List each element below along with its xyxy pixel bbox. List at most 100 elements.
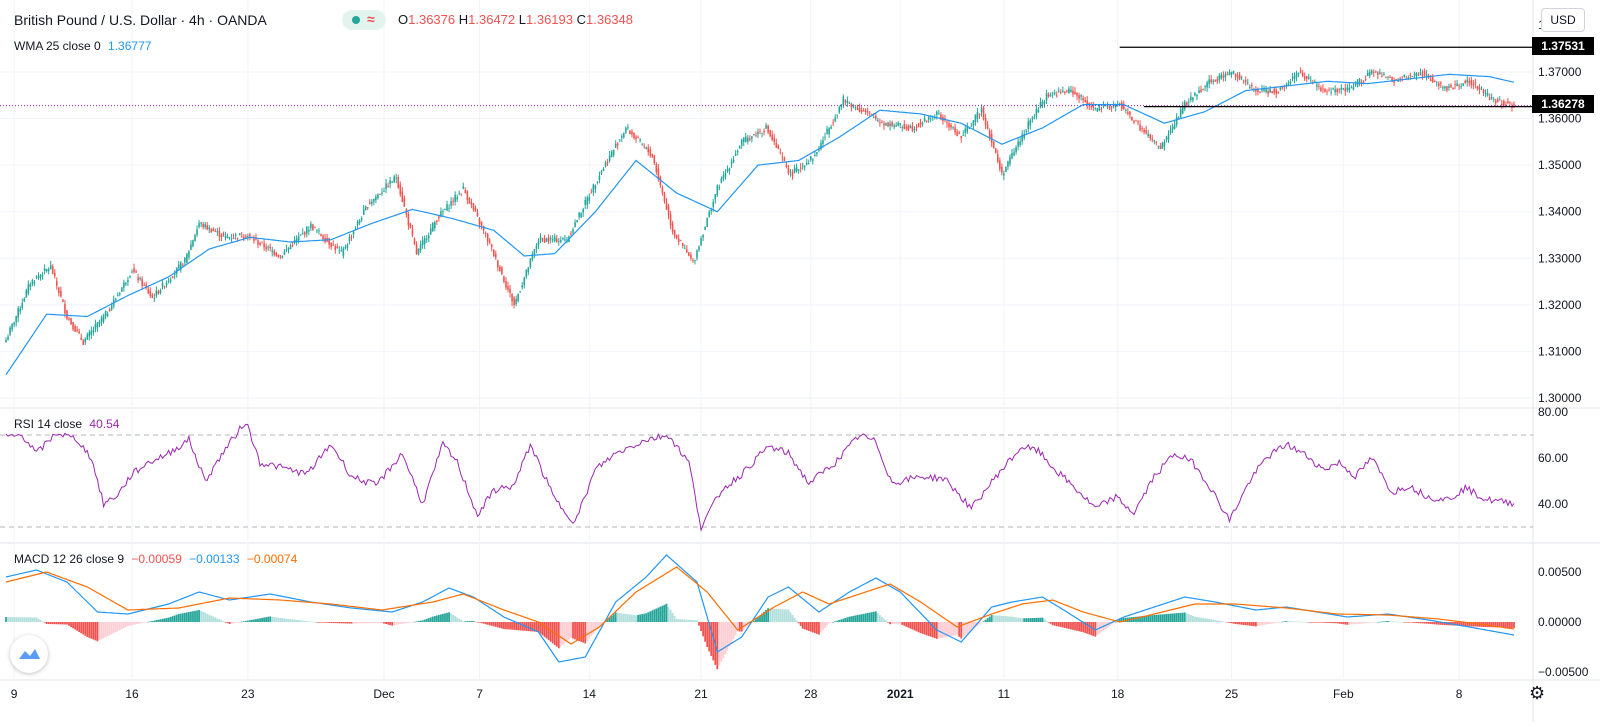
- candle-body[interactable]: [127, 279, 129, 283]
- macd-histogram-bar[interactable]: [1139, 616, 1141, 622]
- macd-histogram-bar[interactable]: [401, 622, 404, 624]
- macd-histogram-bar[interactable]: [446, 612, 448, 622]
- candle-body[interactable]: [1216, 79, 1219, 82]
- candle-body[interactable]: [901, 126, 904, 128]
- macd-histogram-bar[interactable]: [1271, 622, 1274, 624]
- macd-histogram-bar[interactable]: [832, 622, 835, 623]
- candle-body[interactable]: [431, 223, 434, 232]
- macd-histogram-bar[interactable]: [57, 622, 60, 625]
- macd-histogram-bar[interactable]: [824, 622, 826, 628]
- macd-histogram-bar[interactable]: [787, 609, 790, 623]
- candle-body[interactable]: [377, 194, 379, 198]
- candle-body[interactable]: [499, 266, 501, 271]
- candle-body[interactable]: [686, 249, 688, 253]
- candle-body[interactable]: [1411, 76, 1414, 78]
- macd-histogram-bar[interactable]: [1045, 620, 1048, 622]
- candle-body[interactable]: [214, 231, 217, 232]
- macd-histogram-bar[interactable]: [283, 618, 286, 622]
- macd-histogram-bar[interactable]: [66, 622, 68, 625]
- macd-histogram-bar[interactable]: [616, 612, 619, 622]
- candle-body[interactable]: [167, 281, 170, 282]
- candle-body[interactable]: [547, 237, 550, 242]
- candle-body[interactable]: [747, 137, 749, 142]
- macd-histogram-bar[interactable]: [893, 622, 896, 625]
- macd-histogram-bar[interactable]: [11, 617, 13, 622]
- macd-histogram-bar[interactable]: [88, 622, 91, 638]
- candle-body[interactable]: [1019, 141, 1021, 145]
- candle-body[interactable]: [893, 125, 895, 127]
- candle-body[interactable]: [68, 318, 70, 320]
- macd-histogram-bar[interactable]: [797, 622, 800, 624]
- candle-body[interactable]: [712, 201, 715, 208]
- candle-body[interactable]: [444, 208, 446, 211]
- candle-body[interactable]: [742, 137, 745, 142]
- macd-histogram-bar[interactable]: [645, 613, 648, 622]
- macd-histogram-bar[interactable]: [809, 622, 812, 632]
- candle-body[interactable]: [1039, 102, 1042, 108]
- macd-histogram-bar[interactable]: [366, 622, 369, 624]
- candle-body[interactable]: [623, 132, 625, 138]
- macd-histogram-bar[interactable]: [887, 622, 889, 623]
- macd-histogram-bar[interactable]: [435, 615, 438, 622]
- macd-histogram-bar[interactable]: [783, 609, 786, 622]
- macd-histogram-bar[interactable]: [1151, 615, 1154, 622]
- candle-body[interactable]: [1338, 88, 1341, 90]
- macd-histogram-bar[interactable]: [1397, 621, 1400, 623]
- candle-body[interactable]: [1435, 82, 1438, 84]
- macd-histogram-bar[interactable]: [84, 622, 87, 636]
- candle-body[interactable]: [1267, 91, 1269, 94]
- macd-histogram-bar[interactable]: [147, 621, 150, 623]
- candle-body[interactable]: [1149, 134, 1152, 139]
- candle-body[interactable]: [121, 287, 123, 292]
- macd-histogram-bar[interactable]: [1295, 621, 1298, 623]
- candle-body[interactable]: [1462, 83, 1464, 86]
- macd-histogram-bar[interactable]: [1401, 621, 1404, 623]
- macd-histogram-bar[interactable]: [891, 622, 894, 625]
- macd-histogram-bar[interactable]: [773, 609, 776, 622]
- candle-body[interactable]: [1454, 84, 1456, 86]
- candle-body[interactable]: [269, 246, 272, 249]
- macd-histogram-bar[interactable]: [712, 622, 715, 661]
- candle-body[interactable]: [137, 277, 139, 281]
- candle-body[interactable]: [710, 209, 713, 212]
- rsi-legend[interactable]: RSI 14 close 40.54: [14, 417, 119, 431]
- macd-histogram-bar[interactable]: [198, 610, 200, 622]
- macd-histogram-bar[interactable]: [1427, 622, 1430, 624]
- candle-body[interactable]: [1102, 104, 1105, 107]
- candle-body[interactable]: [616, 143, 619, 146]
- macd-histogram-bar[interactable]: [533, 622, 536, 632]
- candle-body[interactable]: [820, 142, 822, 150]
- candle-body[interactable]: [690, 254, 692, 259]
- macd-histogram-bar[interactable]: [1145, 615, 1148, 622]
- macd-histogram-bar[interactable]: [608, 617, 611, 622]
- macd-histogram-bar[interactable]: [1429, 622, 1432, 624]
- candle-body[interactable]: [391, 181, 393, 183]
- candle-body[interactable]: [929, 118, 932, 120]
- macd-histogram-bar[interactable]: [35, 617, 38, 623]
- macd-histogram-bar[interactable]: [139, 622, 142, 624]
- candle-body[interactable]: [1389, 77, 1391, 79]
- macd-histogram-bar[interactable]: [102, 622, 105, 639]
- macd-histogram-bar[interactable]: [9, 617, 11, 622]
- candle-body[interactable]: [1161, 142, 1164, 149]
- macd-histogram-bar[interactable]: [112, 622, 115, 634]
- macd-histogram-bar[interactable]: [1141, 616, 1143, 622]
- candle-body[interactable]: [11, 323, 13, 330]
- macd-histogram-bar[interactable]: [596, 622, 599, 629]
- macd-histogram-bar[interactable]: [265, 617, 268, 622]
- candle-body[interactable]: [310, 223, 312, 228]
- candle-body[interactable]: [190, 244, 192, 250]
- candle-body[interactable]: [816, 152, 818, 154]
- candle-body[interactable]: [110, 305, 113, 310]
- candle-body[interactable]: [692, 260, 694, 262]
- macd-histogram-bar[interactable]: [295, 619, 298, 622]
- macd-histogram-bar[interactable]: [399, 622, 402, 625]
- macd-histogram-bar[interactable]: [1021, 618, 1024, 622]
- macd-histogram-bar[interactable]: [324, 622, 326, 623]
- macd-histogram-bar[interactable]: [110, 622, 113, 635]
- candle-body[interactable]: [484, 233, 487, 234]
- candle-body[interactable]: [1066, 90, 1068, 92]
- candle-body[interactable]: [753, 134, 755, 135]
- candle-body[interactable]: [669, 214, 672, 226]
- candle-body[interactable]: [1204, 86, 1206, 88]
